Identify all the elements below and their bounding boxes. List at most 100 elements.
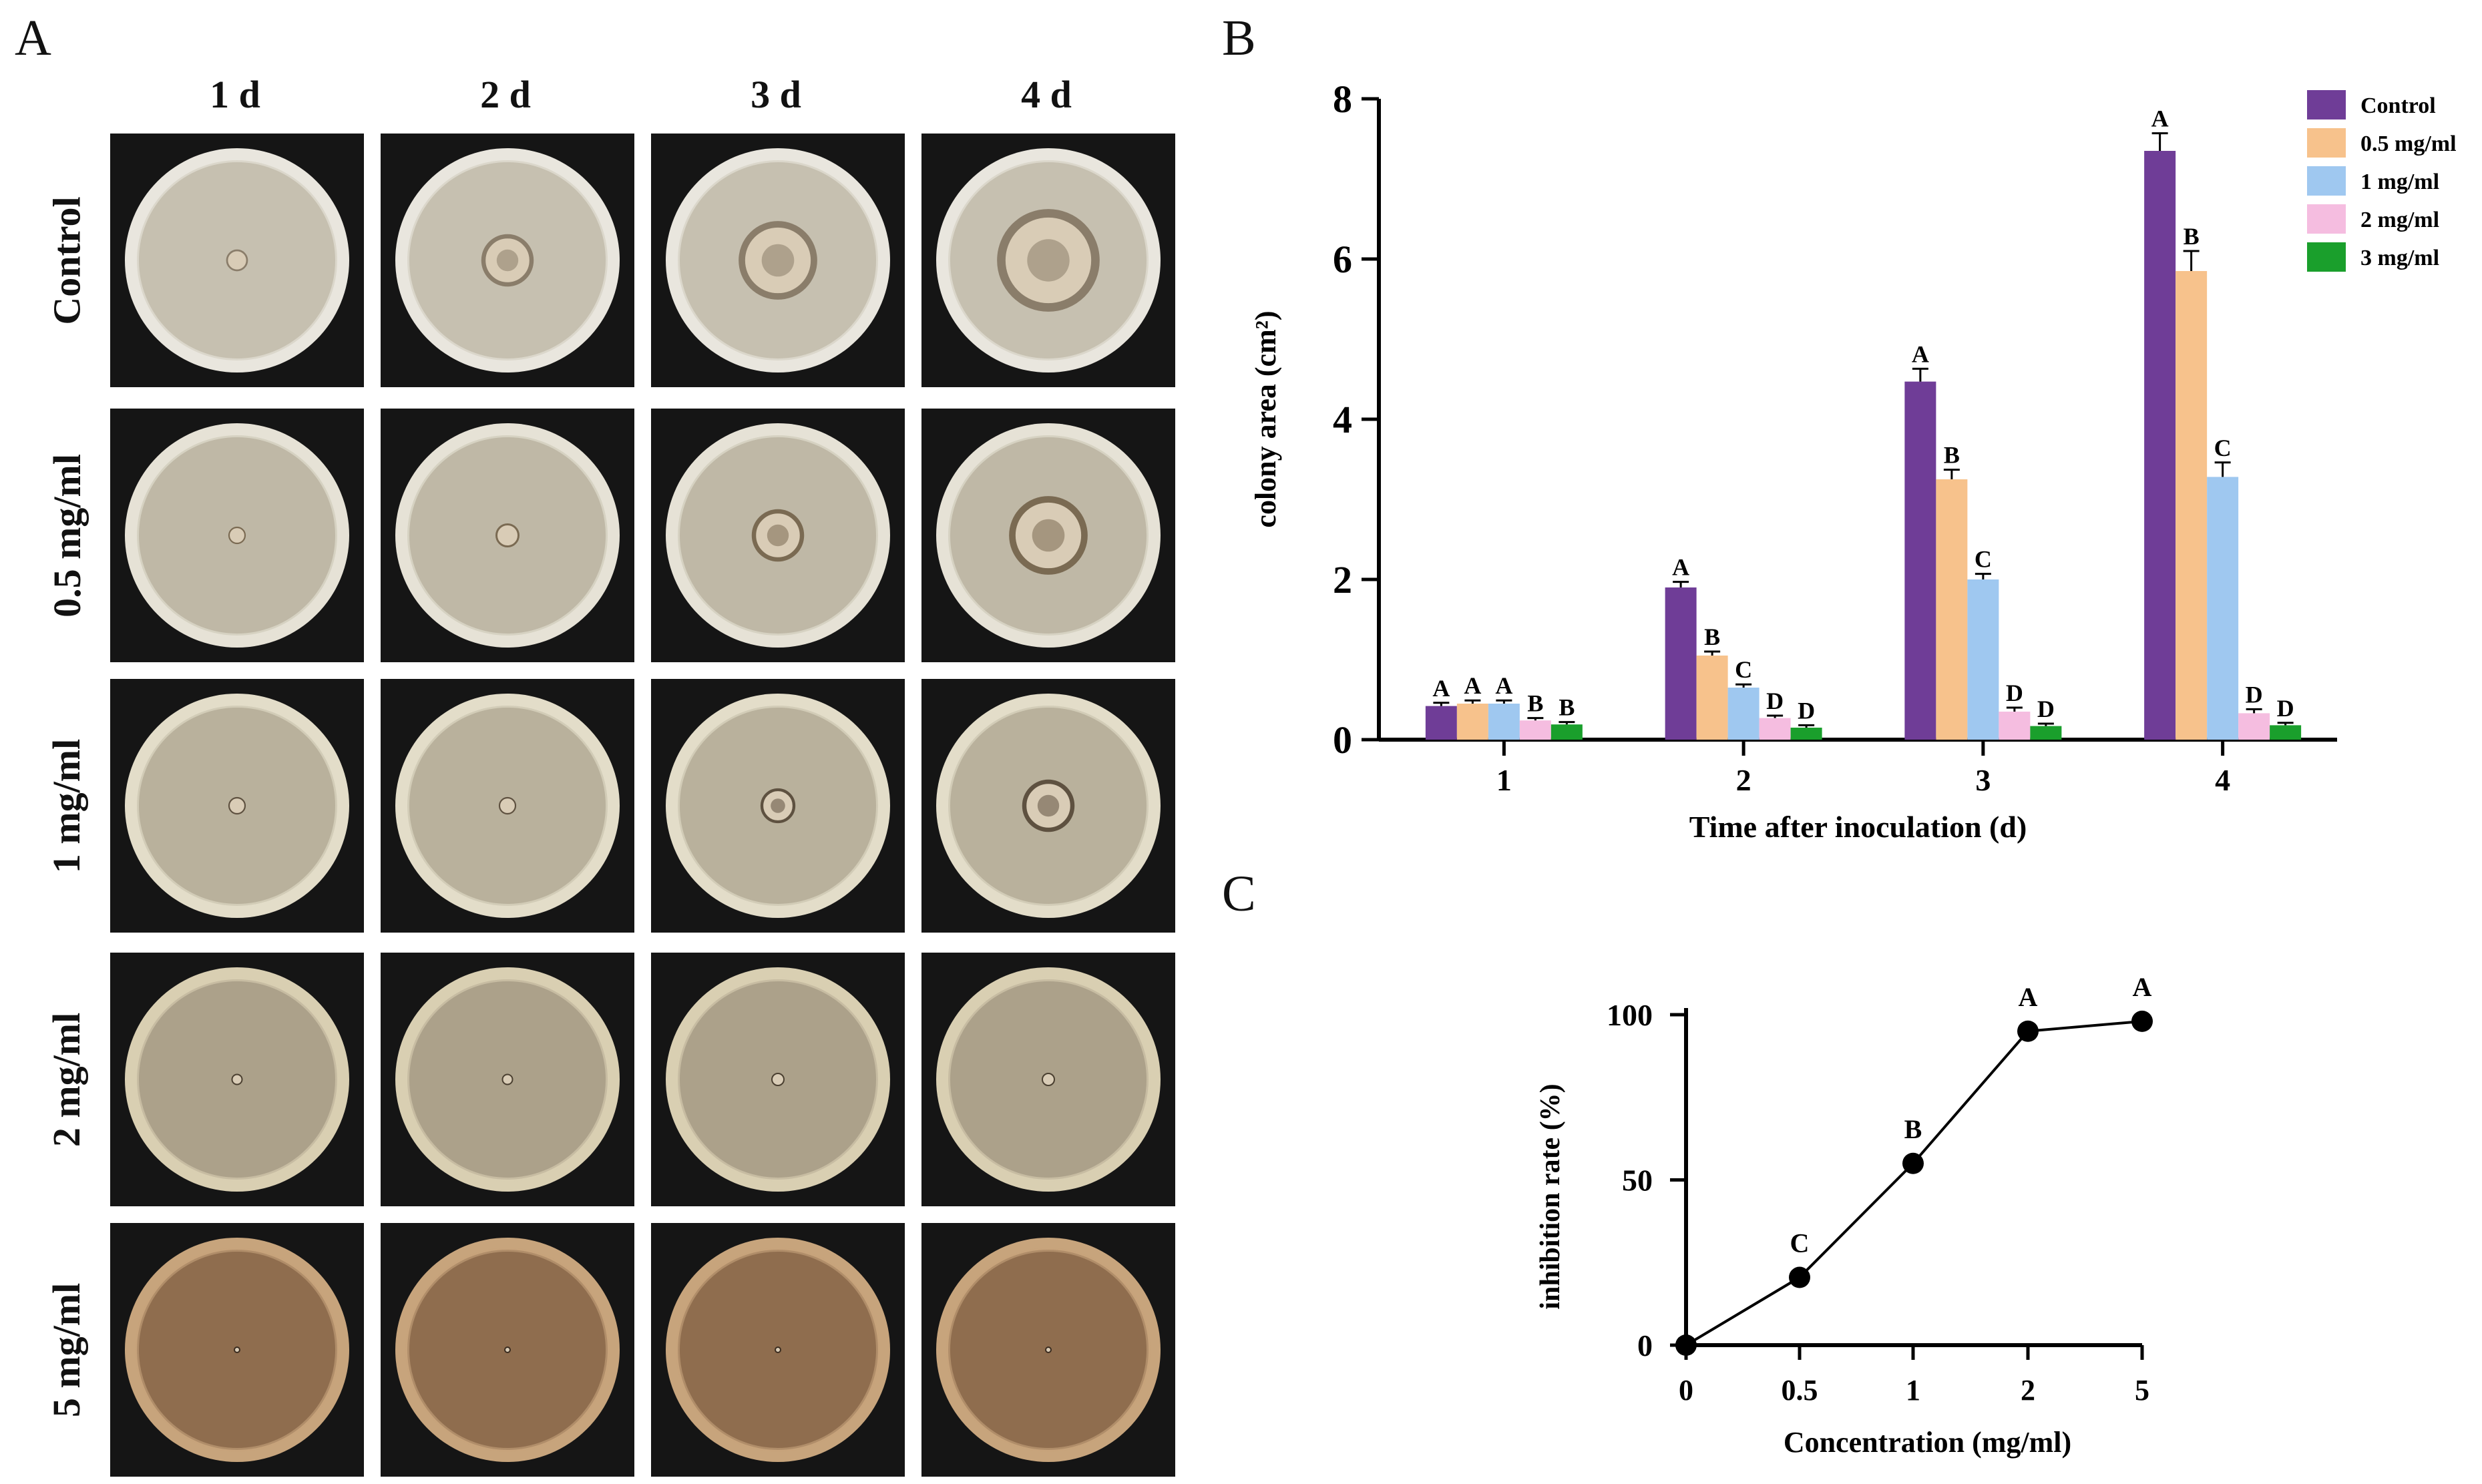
dish-inner-ring — [405, 1248, 610, 1452]
colony-center — [1037, 794, 1060, 817]
bar — [2270, 725, 2302, 740]
bar — [1727, 688, 1760, 740]
petri-dish-photo — [381, 409, 634, 662]
legend-swatch — [2307, 166, 2346, 196]
bar — [1936, 479, 1968, 740]
petri-dish-photo — [651, 953, 905, 1206]
fungal-colony — [226, 249, 248, 272]
y-tick-label: 0 — [1333, 718, 1352, 762]
x-tick-label: 5 — [2135, 1374, 2149, 1407]
petri-dish-photo — [110, 134, 364, 387]
data-point — [2131, 1010, 2153, 1032]
fungal-colony — [231, 1073, 243, 1085]
inhibition-line — [1685, 1019, 2143, 1346]
legend-label: 1 mg/ml — [2360, 170, 2439, 194]
bar — [1999, 712, 2031, 740]
bar — [2176, 271, 2208, 740]
dish-inner-ring — [405, 158, 610, 362]
bar — [1456, 704, 1488, 740]
bar — [1759, 718, 1791, 740]
significance-letter: B — [1527, 690, 1543, 717]
bar — [1904, 381, 1936, 740]
dish-inner-ring — [135, 158, 339, 362]
bar — [1696, 656, 1728, 740]
x-tick-label: 4 — [2215, 763, 2230, 797]
significance-letter: D — [2277, 695, 2294, 722]
fungal-colony — [504, 1346, 511, 1353]
column-header-day-2: 2 d — [480, 73, 531, 116]
fungal-colony — [775, 1346, 781, 1353]
significance-letter: D — [2006, 680, 2023, 706]
significance-letter: B — [1704, 624, 1720, 650]
significance-letter: C — [1735, 656, 1752, 683]
bar — [2144, 151, 2176, 740]
legend-label: 0.5 mg/ml — [2360, 132, 2457, 156]
colony-center — [767, 524, 789, 547]
legend-swatch — [2307, 90, 2346, 119]
legend-label: 2 mg/ml — [2360, 208, 2439, 232]
fungal-colony — [498, 796, 517, 815]
significance-letter: A — [1464, 672, 1481, 699]
dish-inner-ring — [135, 977, 339, 1182]
fungal-colony — [228, 526, 246, 545]
bar-chart-x-axis-label: Time after inoculation (d) — [1689, 810, 2027, 844]
petri-dish-photo — [381, 953, 634, 1206]
x-tick-label: 3 — [1975, 763, 1991, 797]
significance-letter: A — [1495, 672, 1512, 699]
row-label-1-mg-ml: 1 mg/ml — [45, 738, 89, 873]
data-point — [2017, 1020, 2039, 1042]
dish-inner-ring — [405, 977, 610, 1182]
row-label-2-mg-ml: 2 mg/ml — [45, 1012, 89, 1147]
column-header-day-4: 4 d — [1021, 73, 1072, 116]
significance-letter: D — [2246, 681, 2263, 708]
y-tick-label: 2 — [1333, 558, 1352, 601]
fungal-colony — [228, 796, 246, 815]
fungal-colony — [1045, 1346, 1052, 1353]
x-tick-label: 1 — [1906, 1374, 1920, 1407]
colony-center — [761, 244, 795, 277]
line-chart-axes: 0 50 100 0 0.5 1 2 5 — [1607, 998, 2149, 1407]
significance-letter: B — [1944, 442, 1960, 469]
y-tick-label: 100 — [1607, 998, 1653, 1032]
petri-dish-photo — [651, 134, 905, 387]
column-header-day-3: 3 d — [751, 73, 801, 116]
data-point — [1789, 1266, 1810, 1288]
petri-dish-photo — [651, 409, 905, 662]
bar — [1488, 704, 1520, 740]
petri-dish-photo — [921, 1223, 1175, 1477]
x-tick-label: 0 — [1679, 1374, 1693, 1407]
significance-letter: B — [1559, 694, 1575, 721]
petri-dish-photo — [651, 1223, 905, 1477]
petri-dish-photo — [110, 679, 364, 933]
dish-inner-ring — [946, 1248, 1151, 1452]
bar — [1550, 724, 1583, 740]
petri-dish-photo — [921, 409, 1175, 662]
bar — [1790, 728, 1822, 740]
row-label-0-5-mg-ml: 0.5 mg/ml — [45, 453, 89, 617]
legend-label: 3 mg/ml — [2360, 246, 2439, 270]
line-chart-inhibition-rate: 0 50 100 0 0.5 1 2 5 C B A A inhibition rate (%) C… — [1535, 972, 2153, 1459]
bar — [1665, 587, 1697, 740]
bar — [2030, 726, 2062, 740]
legend-swatch — [2307, 242, 2346, 272]
petri-dish-photo — [110, 953, 364, 1206]
significance-letter: A — [1432, 675, 1450, 702]
dish-inner-ring — [676, 704, 880, 908]
dish-inner-ring — [676, 433, 880, 638]
significance-letter: C — [1975, 546, 1992, 573]
bar — [1519, 720, 1551, 740]
data-point — [1675, 1334, 1697, 1356]
colony-center — [496, 249, 519, 272]
colony-center — [771, 798, 785, 813]
petri-dish-photo — [381, 134, 634, 387]
significance-letter: D — [1798, 697, 1815, 724]
significance-letter: A — [1672, 554, 1689, 581]
dish-inner-ring — [676, 1248, 880, 1452]
dish-inner-ring — [135, 433, 339, 638]
colony-center — [1032, 519, 1065, 552]
significance-letter: C — [2214, 435, 2232, 461]
dish-inner-ring — [946, 704, 1151, 908]
line-chart-series: C B A A — [1675, 972, 2153, 1356]
